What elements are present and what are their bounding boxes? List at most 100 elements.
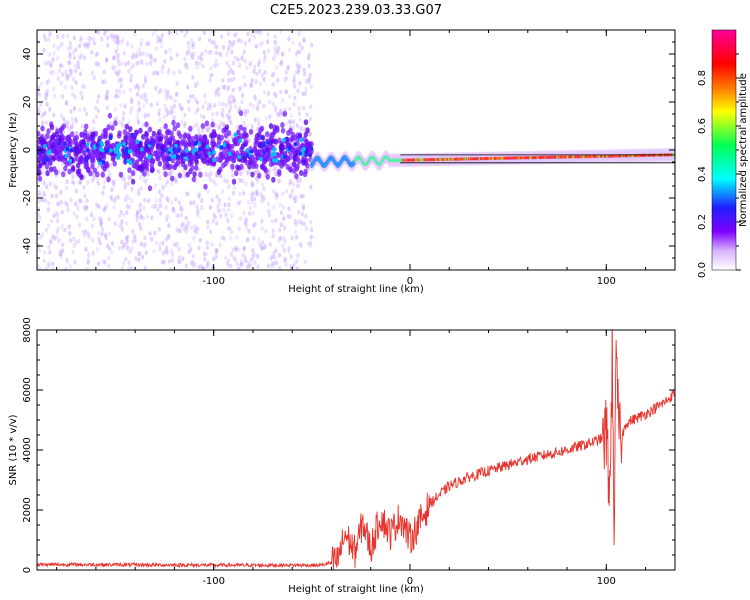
noise-point bbox=[54, 234, 58, 240]
noise-point bbox=[175, 31, 179, 36]
core-point bbox=[282, 110, 288, 117]
noise-point bbox=[186, 40, 190, 46]
noise-point bbox=[270, 218, 274, 224]
noise-point bbox=[274, 108, 278, 114]
noise-point bbox=[301, 193, 305, 199]
noise-point bbox=[111, 181, 115, 187]
noise-point bbox=[169, 95, 173, 101]
core-point bbox=[113, 120, 118, 127]
noise-point bbox=[239, 259, 243, 264]
noise-point bbox=[131, 52, 135, 58]
noise-point bbox=[105, 105, 109, 110]
core-bright-point bbox=[250, 149, 254, 154]
core-bright-point bbox=[176, 154, 180, 160]
noise-point bbox=[303, 259, 307, 265]
noise-point bbox=[209, 170, 213, 176]
core-bright-point bbox=[140, 147, 144, 152]
noise-point bbox=[115, 88, 119, 94]
noise-point bbox=[59, 43, 63, 49]
core-point bbox=[82, 150, 87, 157]
noise-point bbox=[135, 61, 139, 66]
noise-point bbox=[248, 262, 252, 268]
noise-point bbox=[299, 243, 303, 249]
noise-point bbox=[309, 219, 313, 225]
core-point bbox=[189, 159, 194, 166]
noise-point bbox=[70, 117, 74, 122]
noise-point bbox=[309, 243, 313, 249]
core-bright-point bbox=[222, 142, 227, 148]
noise-point bbox=[37, 109, 40, 115]
noise-point bbox=[260, 193, 264, 199]
noise-point bbox=[274, 248, 278, 254]
noise-point bbox=[298, 177, 302, 183]
core-point bbox=[295, 135, 301, 142]
noise-point bbox=[125, 204, 130, 209]
noise-point bbox=[160, 43, 164, 49]
noise-point bbox=[158, 246, 162, 252]
noise-point bbox=[42, 179, 46, 185]
core-point bbox=[231, 149, 236, 156]
noise-point bbox=[73, 260, 77, 265]
noise-point bbox=[292, 119, 296, 124]
noise-point bbox=[291, 187, 295, 193]
core-point bbox=[229, 155, 234, 162]
noise-point bbox=[41, 170, 45, 176]
noise-point bbox=[95, 114, 99, 120]
noise-point bbox=[191, 253, 195, 259]
noise-point bbox=[160, 259, 165, 265]
noise-point bbox=[68, 60, 72, 66]
noise-point bbox=[169, 249, 174, 254]
noise-point bbox=[210, 197, 214, 203]
noise-point bbox=[151, 204, 155, 210]
noise-point bbox=[251, 254, 255, 260]
noise-point bbox=[85, 216, 89, 222]
core-point bbox=[144, 130, 149, 137]
noise-point bbox=[287, 206, 291, 212]
noise-point bbox=[227, 207, 231, 213]
core-point bbox=[280, 122, 285, 128]
core-point bbox=[74, 145, 79, 152]
core-bright-point bbox=[219, 145, 224, 150]
noise-point bbox=[87, 252, 91, 258]
noise-point bbox=[44, 92, 48, 97]
noise-point bbox=[279, 30, 283, 34]
noise-point bbox=[107, 231, 111, 237]
core-point bbox=[182, 133, 187, 140]
core-point bbox=[163, 123, 168, 130]
noise-point bbox=[79, 37, 83, 43]
noise-point bbox=[104, 58, 109, 63]
core-point bbox=[275, 151, 280, 158]
noise-point bbox=[250, 124, 254, 129]
noise-point bbox=[180, 119, 184, 125]
core-bright-point bbox=[172, 147, 177, 152]
noise-point bbox=[51, 261, 55, 267]
noise-point bbox=[275, 195, 279, 200]
noise-point bbox=[274, 41, 278, 46]
noise-point bbox=[200, 57, 204, 62]
noise-point bbox=[91, 36, 95, 42]
noise-point bbox=[275, 260, 279, 266]
noise-point bbox=[186, 220, 190, 226]
core-point bbox=[292, 155, 297, 161]
noise-point bbox=[74, 131, 78, 136]
noise-point bbox=[275, 192, 279, 198]
noise-point bbox=[252, 104, 256, 109]
noise-point bbox=[253, 64, 257, 70]
core-point bbox=[139, 152, 145, 159]
core-point bbox=[217, 138, 222, 145]
core-bright-point bbox=[43, 144, 47, 149]
noise-point bbox=[130, 55, 135, 60]
noise-point bbox=[180, 30, 184, 33]
noise-point bbox=[214, 58, 218, 64]
noise-point bbox=[239, 84, 243, 90]
noise-point bbox=[195, 65, 199, 70]
noise-point bbox=[243, 41, 247, 46]
noise-point bbox=[60, 63, 64, 69]
noise-point bbox=[130, 265, 134, 270]
noise-point bbox=[221, 78, 225, 83]
core-point bbox=[68, 141, 73, 148]
noise-point bbox=[113, 93, 118, 99]
noise-point bbox=[292, 74, 297, 80]
noise-point bbox=[60, 94, 64, 99]
noise-point bbox=[156, 39, 160, 44]
